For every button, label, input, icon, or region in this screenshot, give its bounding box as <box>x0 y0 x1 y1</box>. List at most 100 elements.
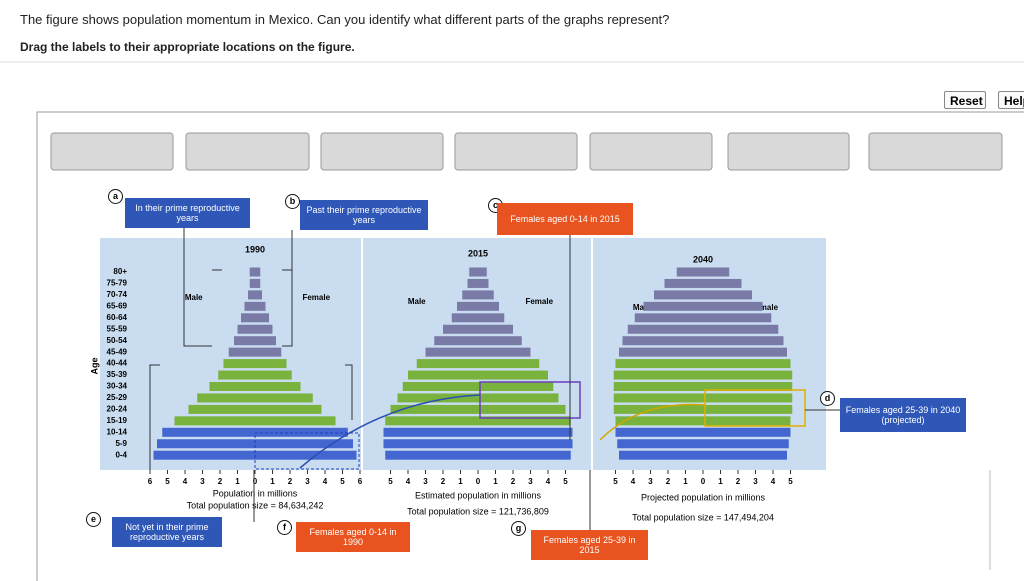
female-label: Female <box>750 303 778 312</box>
female-bar <box>703 359 791 369</box>
male-bar <box>654 290 703 300</box>
x-tick-label: 4 <box>631 477 636 486</box>
male-label: Male <box>185 293 203 302</box>
male-bar <box>617 439 703 449</box>
drop-target[interactable] <box>50 132 174 171</box>
male-label: Male <box>408 297 426 306</box>
highlight-box <box>479 381 581 419</box>
age-label: 20-24 <box>107 405 128 414</box>
x-axis-label: Population in millions <box>213 488 298 498</box>
male-bar <box>209 382 255 391</box>
total-population: Total population size = 121,736,809 <box>407 506 549 516</box>
male-bar <box>622 336 703 346</box>
age-label: 35-39 <box>107 370 128 379</box>
female-bar <box>478 313 505 323</box>
x-tick-label: 1 <box>493 477 498 486</box>
female-bar <box>255 347 282 357</box>
male-bar <box>643 301 703 311</box>
female-bar <box>478 301 499 311</box>
x-tick-label: 6 <box>358 477 363 486</box>
male-bar <box>634 313 703 323</box>
label-letter: g <box>511 521 526 536</box>
male-bar <box>157 439 255 449</box>
male-bar <box>228 347 255 357</box>
male-bar <box>385 450 478 460</box>
male-bar <box>402 382 478 391</box>
arrow <box>299 394 481 469</box>
drag-label[interactable]: Females aged 0-14 in 1990 <box>296 522 410 552</box>
drop-target[interactable] <box>868 132 1003 171</box>
female-bar <box>478 439 573 449</box>
male-bar <box>174 416 255 426</box>
male-bar <box>676 267 703 277</box>
x-tick-label: 5 <box>388 477 393 486</box>
x-tick-label: 6 <box>148 477 153 486</box>
x-tick-label: 2 <box>666 477 671 486</box>
male-bar <box>249 267 255 277</box>
female-bar <box>255 393 313 403</box>
drop-target[interactable] <box>185 132 310 171</box>
question: The figure shows population momentum in … <box>20 12 670 27</box>
female-bar <box>478 370 548 380</box>
age-label: 80+ <box>113 267 127 276</box>
drag-label[interactable]: Past their prime reproductive years <box>300 200 428 230</box>
drag-label[interactable]: Females aged 0-14 in 2015 <box>497 203 633 235</box>
female-bar <box>255 336 276 346</box>
male-bar <box>613 404 703 414</box>
female-bar <box>255 370 292 380</box>
male-bar <box>664 278 703 288</box>
female-bar <box>703 393 793 403</box>
male-bar <box>248 290 255 300</box>
female-bar <box>478 359 540 369</box>
drag-label[interactable]: Females aged 25-39 in 2015 <box>531 530 648 560</box>
total-population: Total population size = 147,494,204 <box>632 512 774 522</box>
drop-target[interactable] <box>589 132 713 171</box>
female-bar <box>255 450 357 460</box>
drag-label[interactable]: In their prime reproductive years <box>125 198 250 228</box>
x-tick-label: 0 <box>701 477 706 486</box>
female-bar <box>703 324 779 334</box>
male-bar <box>197 393 255 403</box>
male-bar <box>383 439 478 449</box>
drag-label[interactable]: Not yet in their prime reproductive year… <box>112 517 222 547</box>
male-bar <box>457 301 478 311</box>
female-bar <box>478 336 522 346</box>
male-label: Male <box>633 303 651 312</box>
female-bar <box>703 278 742 288</box>
male-bar <box>162 427 255 437</box>
age-label: 60-64 <box>107 313 128 322</box>
drop-target[interactable] <box>454 132 578 171</box>
x-tick-label: 3 <box>200 477 205 486</box>
drop-target[interactable] <box>727 132 850 171</box>
age-label: 0-4 <box>115 450 127 459</box>
reset-button[interactable]: Reset <box>944 91 986 109</box>
female-label: Female <box>525 297 553 306</box>
x-tick-label: 1 <box>235 477 240 486</box>
x-tick-label: 0 <box>253 477 258 486</box>
age-label: 45-49 <box>107 347 128 356</box>
male-bar <box>383 427 478 437</box>
label-letter: b <box>285 194 300 209</box>
work-area <box>36 111 1024 581</box>
male-bar <box>462 290 478 300</box>
total-population: Total population size = 84,634,242 <box>187 500 324 510</box>
annotations <box>149 228 991 570</box>
x-tick-label: 5 <box>613 477 618 486</box>
male-bar <box>237 324 255 334</box>
drop-targets <box>50 132 1003 171</box>
male-bar <box>469 267 478 277</box>
female-bar <box>703 267 730 277</box>
female-bar <box>478 427 573 437</box>
female-bar <box>478 404 566 414</box>
highlight-box <box>254 432 360 470</box>
female-bar <box>255 290 262 300</box>
drag-label[interactable]: Females aged 25-39 in 2040 (projected) <box>840 398 966 432</box>
drop-target[interactable] <box>320 132 444 171</box>
label-letter: a <box>108 189 123 204</box>
help-button[interactable]: Help <box>998 91 1024 109</box>
female-bar <box>478 393 559 403</box>
male-bar <box>619 347 703 357</box>
x-tick-label: 4 <box>771 477 776 486</box>
female-bar <box>703 336 784 346</box>
